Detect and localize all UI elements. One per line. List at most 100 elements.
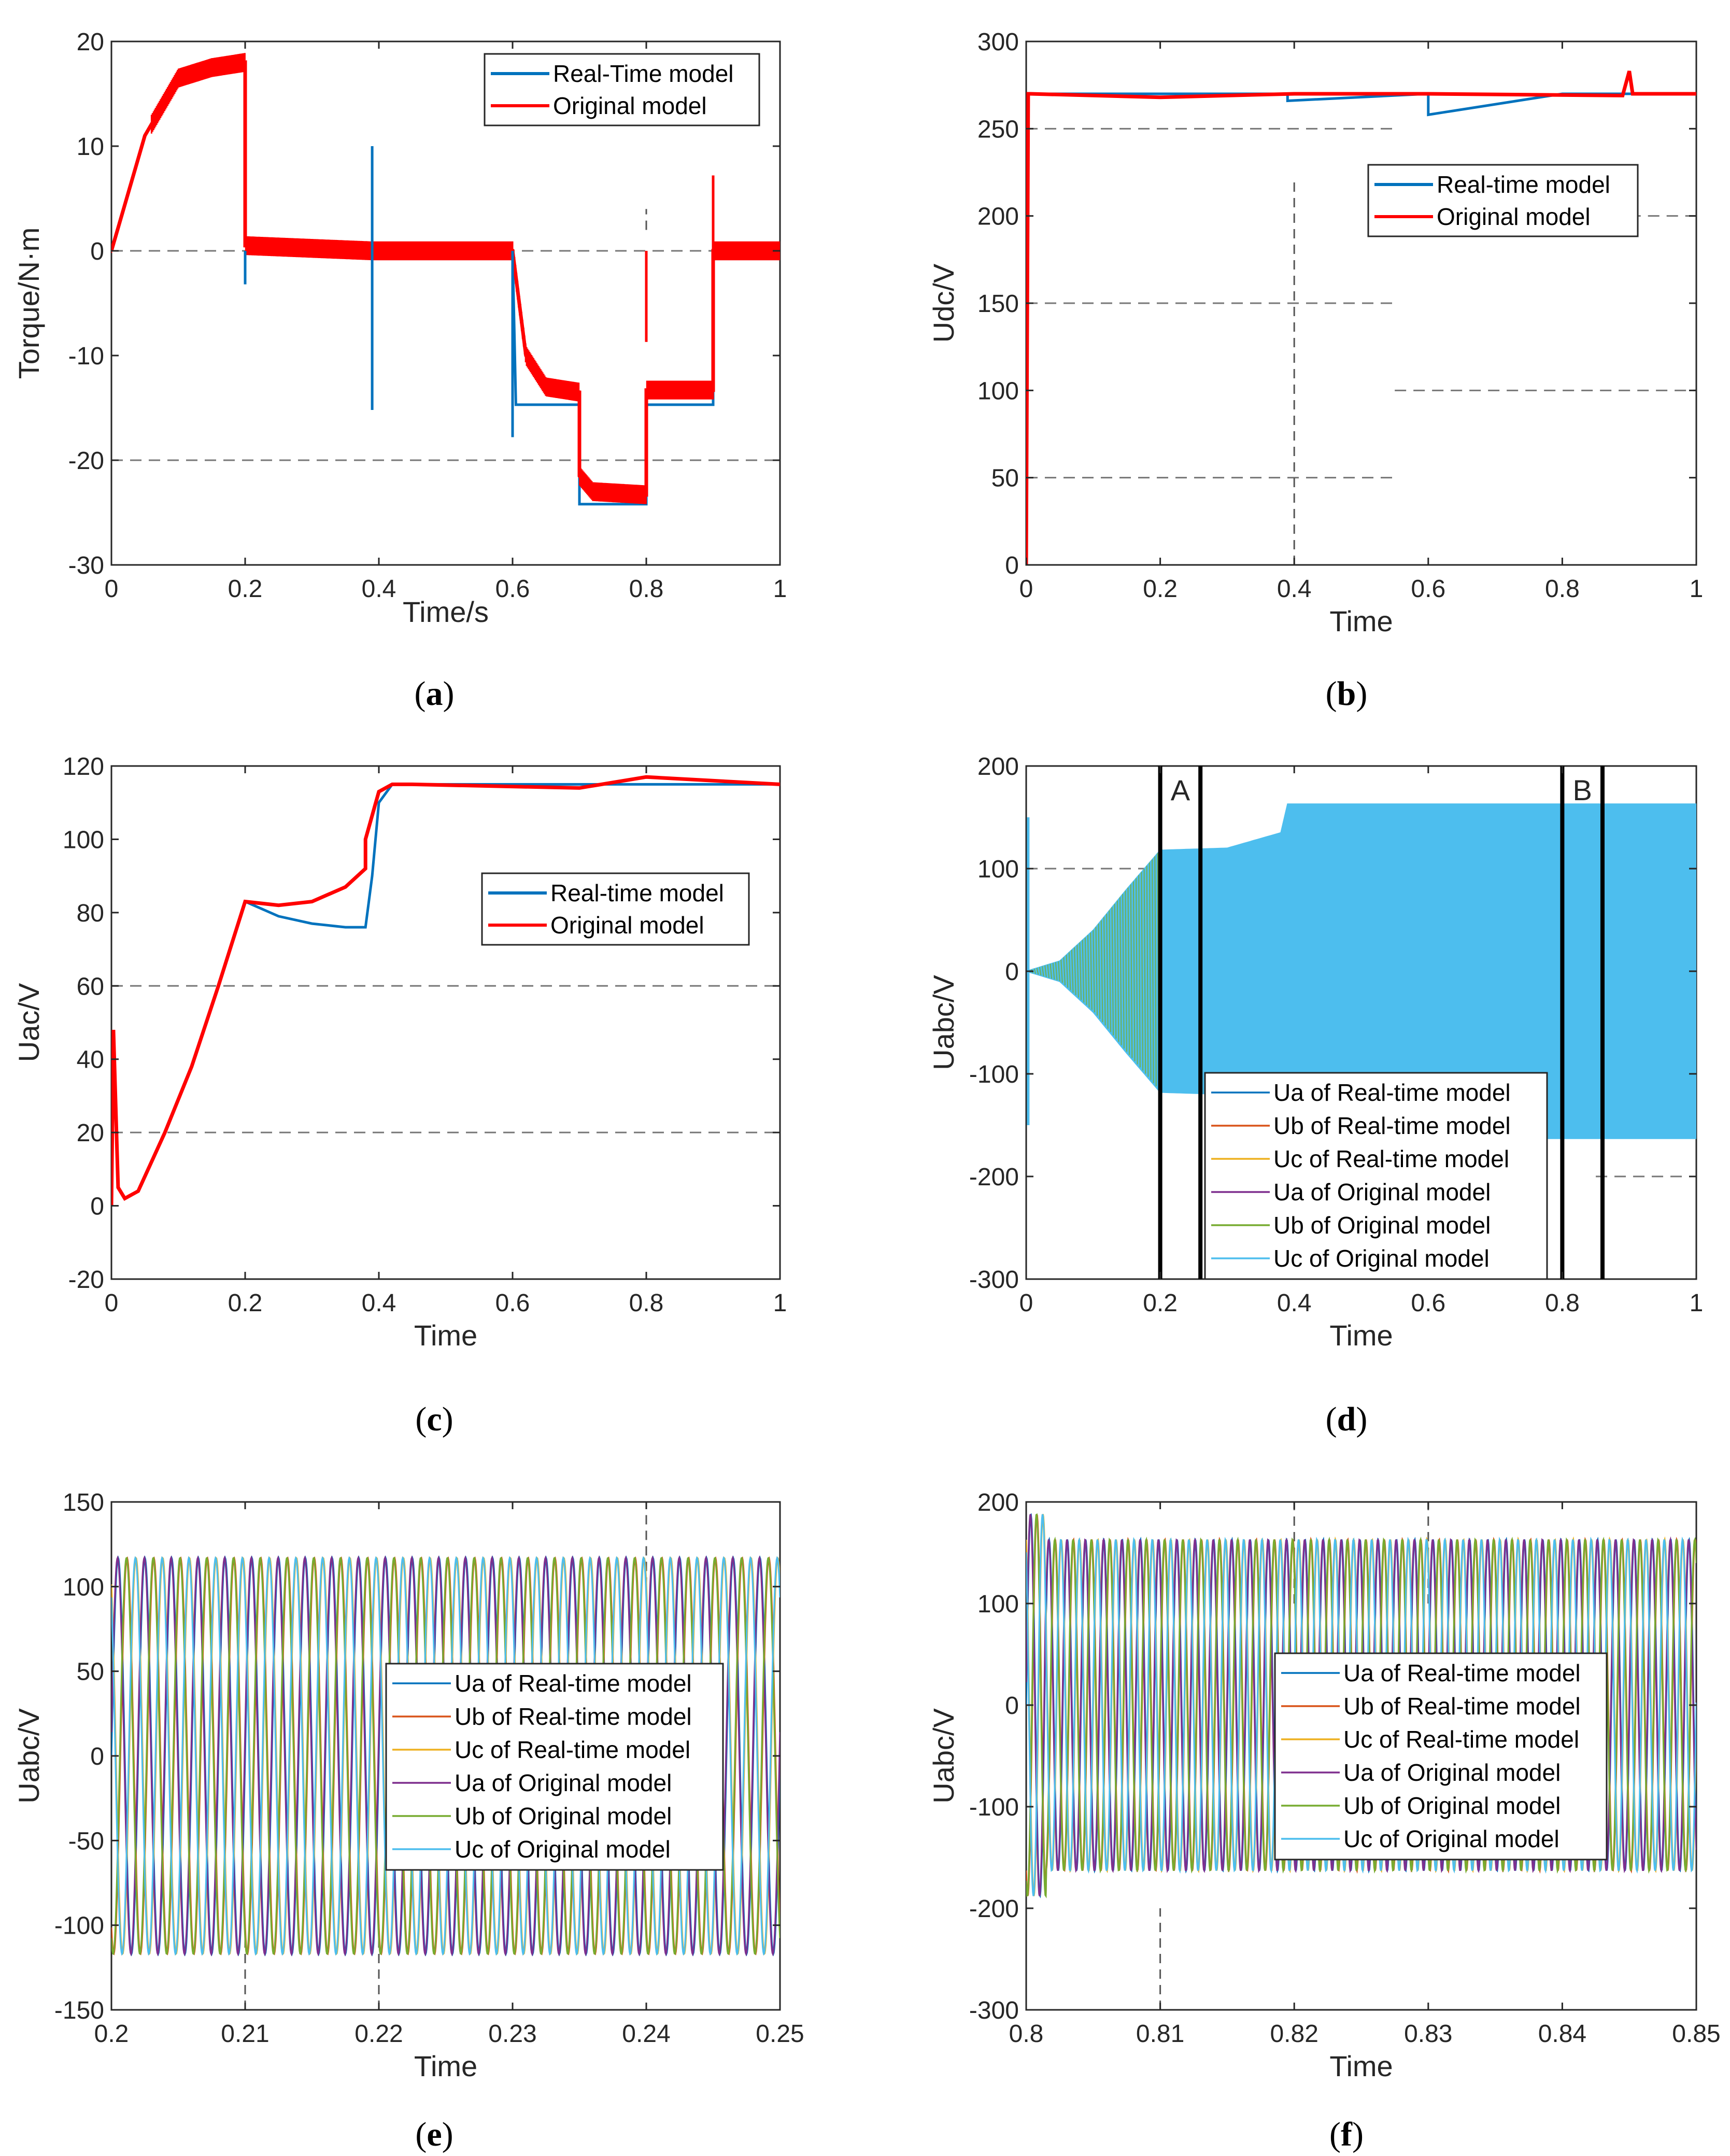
caption-close: ) [1356, 1400, 1367, 1438]
zoom-window-label: A [1171, 774, 1190, 806]
caption-letter: b [1337, 675, 1356, 713]
y-tick-label: 0 [90, 1193, 104, 1221]
x-axis-label: Time [414, 1319, 477, 1352]
x-axis-label: Time/s [403, 595, 489, 628]
panel-caption: (a) [415, 675, 455, 713]
legend-entry: Real-time model [1437, 171, 1610, 198]
legend-entry: Uc of Original model [455, 1836, 671, 1863]
legend-entry: Uc of Original model [1343, 1825, 1559, 1852]
x-tick-label: 0.6 [1411, 575, 1445, 603]
x-tick-label: 0.84 [1538, 2020, 1586, 2048]
caption-close: ) [442, 1400, 453, 1438]
panel-e: 0.2 0.21 0.22 0.23 0.24 0.25 -150 -100 -50 0 50 100… [12, 1489, 804, 2153]
x-tick-label: 0.25 [756, 2020, 804, 2048]
y-tick-label: 100 [63, 826, 104, 854]
x-tick-label: 0.6 [495, 575, 530, 603]
y-axis-label: Uabc/V [927, 1708, 960, 1804]
x-tick-label: 0.24 [622, 2020, 670, 2048]
caption-letter: a [426, 675, 443, 713]
legend-entry: Real-Time model [553, 60, 734, 87]
legend-entry: Ua of Original model [1273, 1179, 1491, 1205]
y-tick-label: -200 [969, 1895, 1019, 1923]
y-tick-label: 200 [977, 203, 1019, 231]
y-tick-label: -100 [54, 1912, 104, 1940]
x-tick-label: 0.4 [362, 575, 396, 603]
legend-box [1367, 164, 1639, 237]
x-axis-label: Time [1329, 605, 1393, 637]
panel-caption: (b) [1326, 675, 1368, 713]
plot-area [110, 40, 781, 566]
legend-entry: Ub of Real-time model [1273, 1112, 1511, 1139]
x-tick-label: 0.6 [1411, 1289, 1445, 1317]
caption-open: ( [1326, 675, 1337, 713]
legend-entry: Ua of Real-time model [455, 1670, 692, 1697]
y-tick-label: 0 [90, 238, 104, 265]
y-tick-label: 20 [77, 1119, 104, 1147]
legend-entry: Ub of Original model [1343, 1792, 1561, 1819]
x-tick-label: 0.8 [629, 1289, 664, 1317]
y-tick-label: 200 [977, 1489, 1019, 1516]
caption-open: ( [415, 675, 426, 713]
caption-close: ) [1352, 2116, 1364, 2153]
x-tick-label: 0.8 [1545, 575, 1580, 603]
x-tick-label: 0.2 [228, 575, 263, 603]
legend-entry: Original model [1437, 203, 1591, 230]
y-tick-label: -30 [68, 552, 104, 579]
legend-entry: Ub of Real-time model [1343, 1693, 1581, 1720]
panel-a: 0 0.2 0.4 0.6 0.8 1 -30 -20 -10 0 10 20 Time/s Torque… [12, 29, 787, 713]
y-tick-label: -300 [969, 1266, 1019, 1294]
x-tick-label: 0.82 [1270, 2020, 1318, 2048]
x-tick-label: 0.2 [1143, 575, 1178, 603]
panel-b: 0 0.2 0.4 0.6 0.8 1 0 50 100 150 200 250 300 Time Udc/… [927, 29, 1703, 713]
legend-entry: Ua of Original model [1343, 1759, 1561, 1786]
y-tick-label: 100 [63, 1573, 104, 1601]
caption-open: ( [415, 2116, 427, 2153]
x-tick-label: 1 [773, 1289, 787, 1317]
x-tick-label: 0 [1019, 575, 1033, 603]
y-tick-label: 100 [977, 856, 1019, 883]
legend-entry: Ua of Original model [455, 1769, 672, 1796]
y-axis-label: Torque/N·m [12, 228, 45, 379]
legend: Ua of Real-time model Ub of Real-time mod… [385, 1663, 724, 1871]
legend-box [484, 53, 760, 126]
x-tick-label: 0.23 [488, 2020, 536, 2048]
zoom-window-label: B [1573, 774, 1592, 806]
y-tick-label: 20 [77, 29, 104, 56]
legend: Real-time model Original model [1367, 164, 1639, 237]
x-tick-label: 0.85 [1672, 2020, 1720, 2048]
legend: Ua of Real-time model Ub of Real-time mod… [1274, 1652, 1608, 1861]
x-tick-label: 1 [1690, 1289, 1704, 1317]
legend-entry: Ua of Real-time model [1273, 1079, 1511, 1106]
y-tick-label: 120 [63, 753, 104, 781]
legend-entry: Ub of Original model [1273, 1212, 1491, 1239]
legend-entry: Uc of Real-time model [1343, 1726, 1579, 1753]
x-axis-label: Time [414, 2050, 477, 2082]
y-tick-label: 0 [1005, 1692, 1019, 1720]
caption-letter: e [427, 2116, 442, 2153]
series-line-original [1026, 70, 1696, 565]
caption-close: ) [442, 2116, 453, 2153]
legend-box [1204, 1072, 1548, 1280]
x-tick-label: 0.6 [495, 1289, 530, 1317]
caption-open: ( [1326, 1400, 1337, 1438]
legend-entry: Uc of Real-time model [1273, 1145, 1509, 1172]
plot-area [1025, 40, 1697, 566]
y-tick-label: 40 [77, 1046, 104, 1074]
y-axis-label: Uabc/V [927, 975, 960, 1070]
panel-f: 0.8 0.81 0.82 0.83 0.84 0.85 -300 -200 -100 0 100 2… [927, 1489, 1721, 2153]
x-tick-label: 0.4 [1277, 575, 1312, 603]
y-tick-label: 0 [1005, 552, 1019, 579]
legend: Real-time model Original model [481, 872, 750, 946]
legend-entry: Original model [550, 912, 704, 939]
x-tick-label: 0.2 [1143, 1289, 1178, 1317]
caption-close: ) [1356, 675, 1367, 713]
panel-caption: (d) [1326, 1400, 1368, 1438]
x-tick-label: 0 [105, 1289, 119, 1317]
y-tick-label: -20 [68, 1266, 104, 1294]
y-tick-label: -100 [969, 1794, 1019, 1821]
x-tick-label: 0.8 [1009, 2020, 1044, 2048]
y-tick-label: 100 [977, 377, 1019, 405]
phase-line-uc-original [111, 1556, 780, 1956]
torque-ripple [111, 53, 780, 504]
x-tick-label: 0.22 [354, 2020, 403, 2048]
